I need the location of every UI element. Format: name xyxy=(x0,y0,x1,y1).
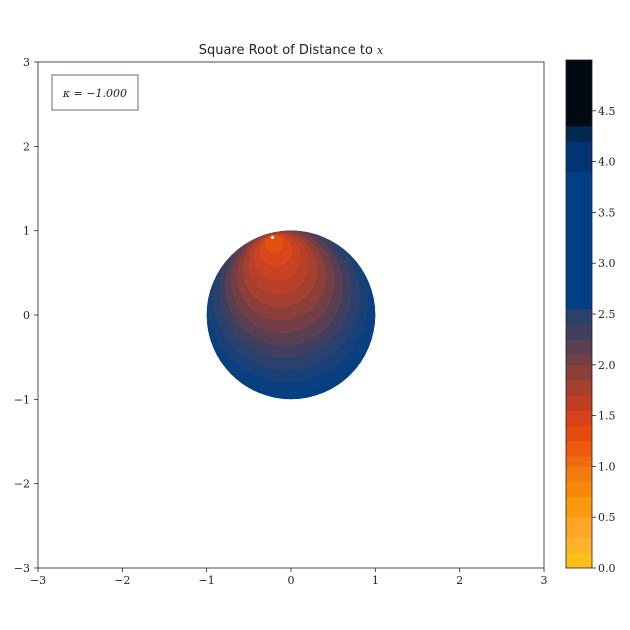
x-tick-label: 3 xyxy=(541,574,548,587)
colorbar-level xyxy=(566,456,592,467)
colorbar-tick-label: 2.5 xyxy=(598,308,616,321)
y-tick-label: 0 xyxy=(23,309,30,322)
colorbar-level xyxy=(566,466,592,482)
colorbar-level xyxy=(566,537,592,554)
colorbar-tick-label: 1.5 xyxy=(598,410,616,423)
kappa-annotation: κ = −1.000 xyxy=(51,74,139,111)
x-tick-label: −2 xyxy=(114,574,130,587)
colorbar-level xyxy=(566,141,592,173)
y-tick-label: −1 xyxy=(14,393,30,406)
colorbar-level xyxy=(566,552,592,569)
colorbar-tick-label: 2.0 xyxy=(598,359,616,372)
colorbar-tick-label: 0.0 xyxy=(598,562,616,575)
distance-disk xyxy=(206,230,376,400)
x-tick-label: −1 xyxy=(199,574,215,587)
x-tick-label: 1 xyxy=(372,574,379,587)
chart-title: Square Root of Distance to x xyxy=(199,43,384,58)
colorbar-level xyxy=(566,354,592,366)
colorbar-level xyxy=(566,324,592,340)
colorbar-tick-label: 3.5 xyxy=(598,206,616,219)
contour-band xyxy=(265,235,283,254)
reference-point xyxy=(270,235,275,240)
y-tick-label: 2 xyxy=(23,140,30,153)
y-tick-label: 1 xyxy=(23,225,30,238)
colorbar-level xyxy=(566,380,592,396)
y-tick-label: 3 xyxy=(23,56,30,69)
colorbar-tick-label: 4.0 xyxy=(598,156,616,169)
colorbar-tick-label: 1.0 xyxy=(598,460,616,473)
colorbar-tick-label: 4.5 xyxy=(598,105,616,118)
colorbar-level xyxy=(566,364,592,381)
colorbar-level xyxy=(566,481,592,498)
colorbar-tick-label: 3.0 xyxy=(598,257,616,270)
colorbar-tick-label: 0.5 xyxy=(598,511,616,524)
colorbar-level xyxy=(566,339,592,355)
x-tick-label: 0 xyxy=(288,574,295,587)
x-tick-label: 2 xyxy=(456,574,463,587)
y-tick-label: −3 xyxy=(14,562,30,575)
x-tick-label: −3 xyxy=(30,574,46,587)
colorbar-level xyxy=(566,308,592,325)
colorbar-level xyxy=(566,441,592,457)
plot-area: −3 −2 −1 0 1 2 3 −3 −2 −1 0 1 2 3 xyxy=(14,56,548,587)
annotation-box xyxy=(51,74,139,111)
colorbar-level xyxy=(566,496,592,518)
colorbar: 0.0 0.5 1.0 1.5 2.0 2.5 3.0 3.5 4.0 4.5 xyxy=(565,59,616,575)
annotation-text: κ = −1.000 xyxy=(62,87,127,100)
colorbar-level xyxy=(566,126,592,142)
colorbar-level xyxy=(566,410,592,427)
y-axis: −3 −2 −1 0 1 2 3 xyxy=(14,56,38,575)
colorbar-level xyxy=(566,171,592,310)
colorbar-level xyxy=(566,425,592,442)
colorbar-level xyxy=(566,60,592,127)
x-axis: −3 −2 −1 0 1 2 3 xyxy=(30,568,548,587)
colorbar-level xyxy=(566,395,592,411)
colorbar-level xyxy=(566,517,592,538)
y-tick-label: −2 xyxy=(14,478,30,491)
